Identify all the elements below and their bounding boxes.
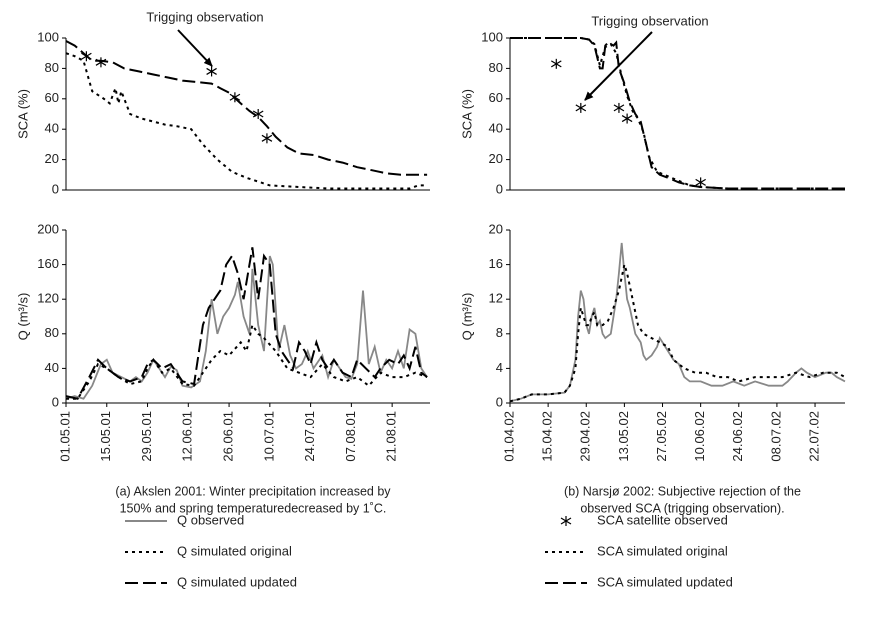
y-tick-label: 40 — [489, 121, 503, 136]
marker-stroke — [550, 60, 562, 68]
data-point — [206, 66, 217, 77]
y-tick-label: 60 — [45, 90, 59, 105]
marker-stroke — [621, 115, 633, 123]
marker-stroke — [252, 110, 264, 118]
y-axis-label: Q (m³/s) — [15, 293, 30, 341]
x-tick-label: 01.05.01 — [57, 411, 72, 462]
legend-label: Q simulated original — [177, 543, 292, 558]
y-tick-label: 8 — [496, 325, 503, 340]
y-axis-label: SCA (%) — [459, 89, 474, 139]
x-tick-label: 01.04.02 — [501, 411, 516, 462]
y-tick-label: 0 — [52, 181, 59, 196]
y-tick-label: 80 — [489, 60, 503, 75]
data-line — [65, 52, 428, 190]
x-tick-label: 08.07.02 — [768, 411, 783, 462]
legend-label: SCA simulated updated — [597, 574, 733, 589]
data-point — [575, 102, 587, 113]
x-tick-label: 15.05.01 — [98, 411, 113, 462]
x-tick-label: 22.07.02 — [806, 411, 821, 462]
data-line — [510, 37, 845, 190]
x-tick-label: 29.04.02 — [578, 411, 593, 462]
data-point — [95, 57, 107, 68]
data-point — [613, 102, 625, 113]
marker-stroke — [206, 67, 217, 75]
y-tick-label: 100 — [481, 29, 503, 44]
marker-stroke — [613, 104, 625, 112]
y-tick-label: 4 — [496, 360, 503, 375]
data-line — [66, 322, 428, 400]
data-point — [261, 133, 273, 144]
x-tick-label: 27.05.02 — [654, 411, 669, 462]
caption: (a) Akslen 2001: Winter precipitation in… — [115, 484, 391, 498]
legend-symbol — [560, 516, 572, 526]
marker-stroke — [695, 178, 706, 186]
x-tick-label: 15.04.02 — [540, 411, 555, 462]
y-tick-label: 16 — [489, 256, 503, 271]
y-tick-label: 20 — [489, 151, 503, 166]
x-tick-label: 29.05.01 — [139, 411, 154, 462]
x-tick-label: 07.08.01 — [343, 411, 358, 462]
marker-stroke — [575, 104, 587, 112]
data-line — [509, 242, 846, 403]
data-line — [510, 37, 845, 190]
y-tick-label: 60 — [489, 90, 503, 105]
data-line — [65, 40, 428, 176]
data-point — [550, 58, 562, 69]
data-line — [65, 247, 428, 400]
data-point — [621, 113, 633, 124]
y-tick-label: 80 — [45, 60, 59, 75]
y-tick-label: 160 — [37, 256, 59, 271]
legend-label: Q observed — [177, 512, 244, 527]
y-tick-label: 200 — [37, 221, 59, 236]
marker-stroke — [95, 58, 107, 66]
y-tick-label: 0 — [496, 394, 503, 409]
y-axis-label: Q (m³/s) — [459, 293, 474, 341]
data-point — [81, 51, 92, 62]
y-tick-label: 80 — [45, 325, 59, 340]
y-tick-label: 120 — [37, 291, 59, 306]
marker-stroke — [560, 517, 572, 525]
marker-stroke — [81, 52, 92, 60]
data-point — [252, 109, 264, 119]
y-tick-label: 40 — [45, 121, 59, 136]
y-tick-label: 12 — [489, 291, 503, 306]
data-point — [695, 177, 706, 188]
caption: observed SCA (trigging observation). — [580, 501, 784, 515]
y-tick-label: 40 — [45, 360, 59, 375]
annotation: Trigging observation — [591, 13, 708, 28]
x-tick-label: 13.05.02 — [616, 411, 631, 462]
caption: (b) Narsjø 2002: Subjective rejection of… — [564, 484, 801, 498]
x-tick-label: 10.06.02 — [692, 411, 707, 462]
legend-label: SCA simulated original — [597, 543, 728, 558]
x-tick-label: 24.06.02 — [730, 411, 745, 462]
legend-label: SCA satellite observed — [597, 512, 728, 527]
data-line — [509, 260, 846, 403]
marker-stroke — [261, 134, 273, 142]
y-tick-label: 0 — [496, 181, 503, 196]
y-tick-label: 20 — [45, 151, 59, 166]
annotation-arrow — [177, 29, 213, 67]
annotation: Trigging observation — [146, 9, 263, 24]
caption: 150% and spring temperaturedecreased by … — [120, 501, 387, 515]
x-tick-label: 12.06.01 — [180, 411, 195, 462]
x-tick-label: 26.06.01 — [221, 411, 236, 462]
y-tick-label: 20 — [489, 221, 503, 236]
y-axis-label: SCA (%) — [15, 89, 30, 139]
data-point — [229, 92, 241, 103]
legend-label: Q simulated updated — [177, 574, 297, 589]
marker-stroke — [229, 93, 241, 101]
x-tick-label: 10.07.01 — [261, 411, 276, 462]
y-tick-label: 0 — [52, 394, 59, 409]
y-tick-label: 100 — [37, 29, 59, 44]
x-tick-label: 24.07.01 — [302, 411, 317, 462]
x-tick-label: 21.08.01 — [384, 411, 399, 462]
